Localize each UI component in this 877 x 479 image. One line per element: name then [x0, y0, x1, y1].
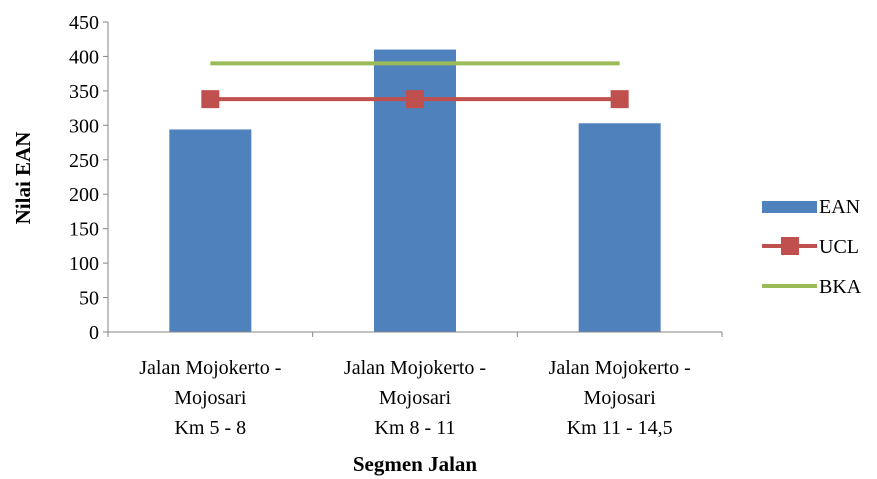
y-tick-label: 250: [69, 150, 99, 172]
y-tick-label: 100: [69, 253, 99, 275]
legend-label: UCL: [819, 236, 859, 258]
legend-item-ean: EAN: [762, 196, 860, 218]
legend-swatch: [762, 201, 817, 213]
y-tick-label: 400: [69, 46, 99, 68]
y-tick-label: 150: [69, 219, 99, 241]
x-axis-title: Segmen Jalan: [353, 452, 478, 476]
marker-ucl: [406, 90, 424, 109]
y-tick-label: 200: [69, 184, 99, 206]
x-category-label: Jalan Mojokerto -Mojosari Km 11 - 14,5: [549, 357, 691, 439]
y-tick-label: 300: [69, 115, 99, 137]
x-category-label: Jalan Mojokerto -Mojosari Km 8 - 11: [344, 357, 486, 439]
bar-ean: [169, 129, 252, 332]
x-category-label: Jalan Mojokerto -Mojosari Km 5 - 8: [139, 357, 281, 439]
bar-ean: [578, 123, 661, 333]
y-tick-label: 350: [69, 81, 99, 103]
legend-item-ucl: UCL: [762, 236, 859, 258]
legend: EAN UCL BKA: [762, 196, 862, 298]
marker-ucl: [201, 90, 220, 109]
marker-ucl: [610, 90, 629, 109]
legend-label: BKA: [819, 276, 862, 298]
y-tick-label: 0: [89, 322, 99, 344]
y-tick-label: 50: [79, 288, 99, 310]
legend-marker: [781, 237, 799, 255]
legend-item-bka: BKA: [762, 276, 862, 298]
y-tick-label: 450: [69, 12, 99, 34]
legend-label: EAN: [819, 196, 860, 218]
plot-area: 0 50 100 150 200 250 300 350 400 450 Jalan Mojoker…: [69, 12, 723, 439]
y-axis-title: Nilai EAN: [11, 132, 35, 225]
